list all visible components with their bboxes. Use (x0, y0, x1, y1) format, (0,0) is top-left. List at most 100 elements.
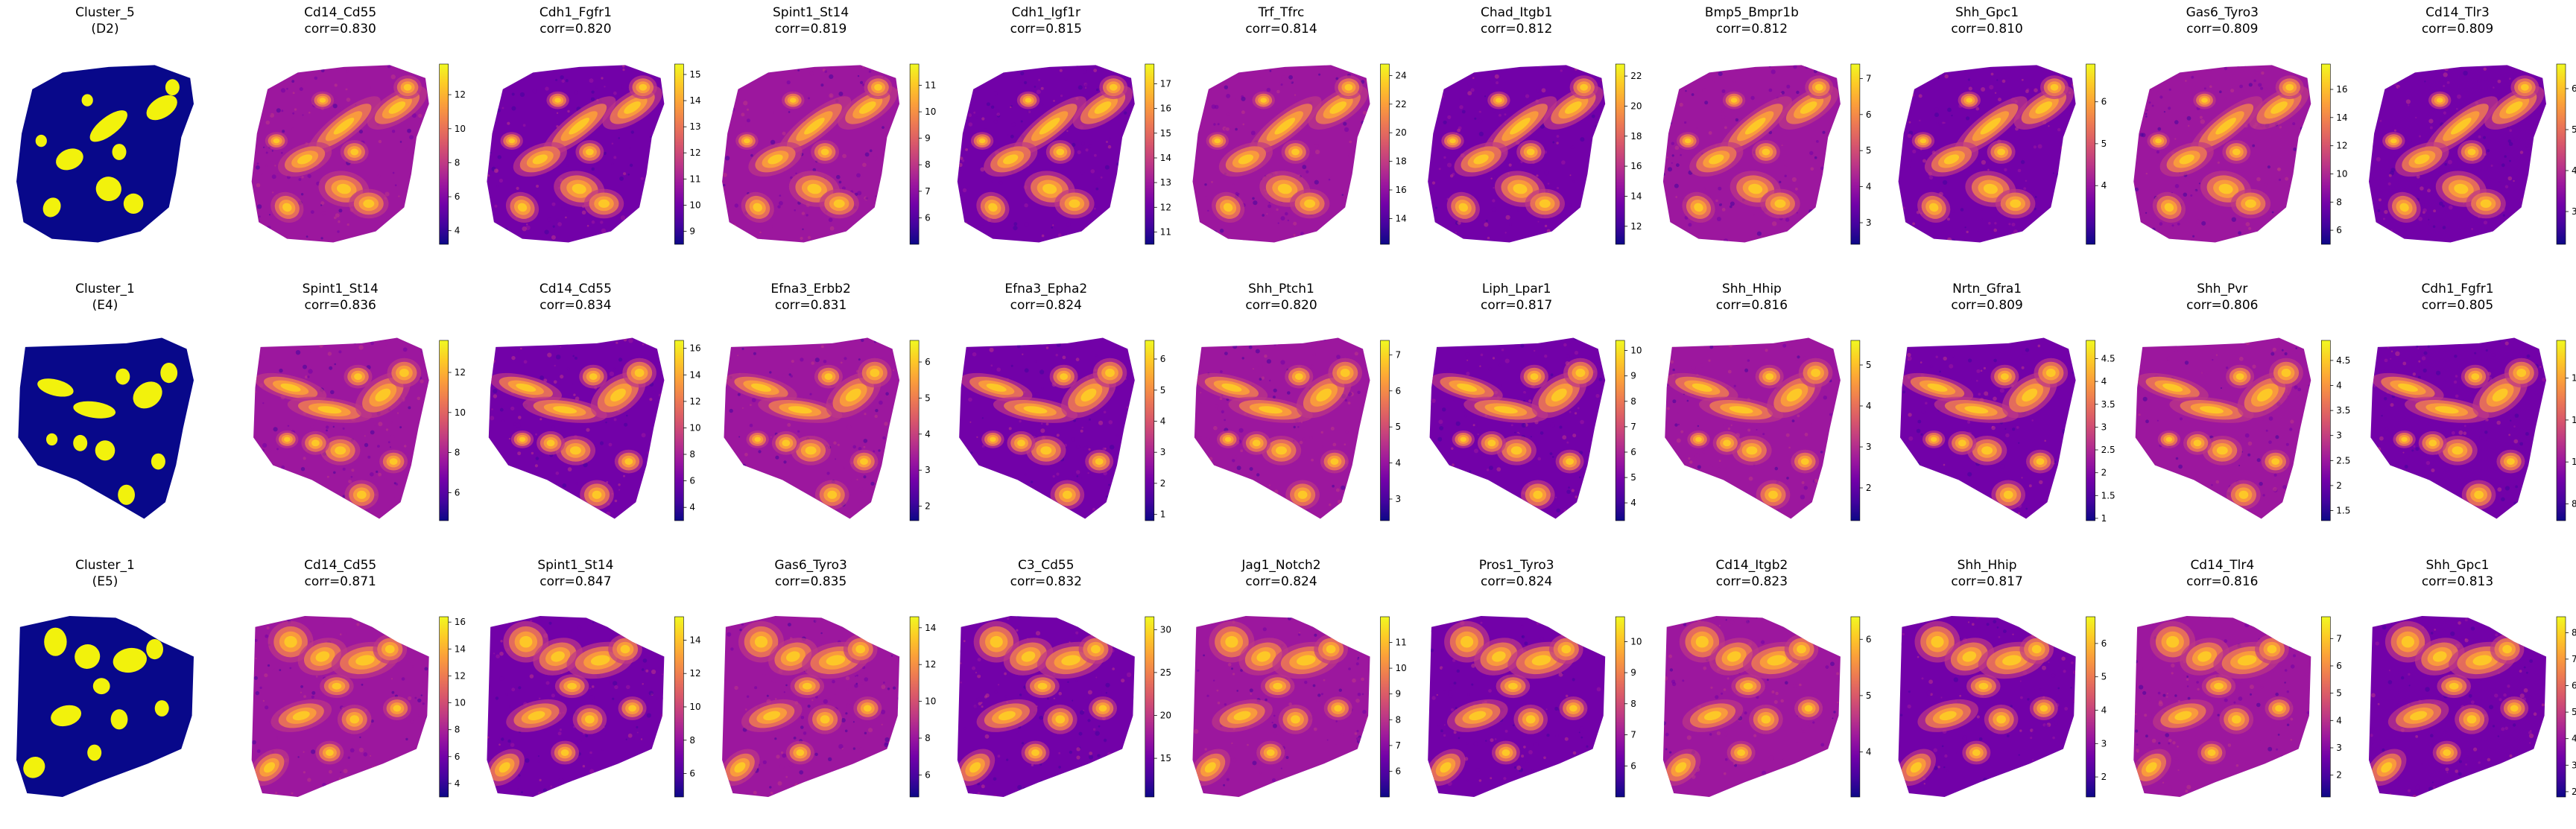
expression-hotspot (273, 138, 280, 144)
colorbar-tick-label: 2 (2336, 480, 2342, 491)
speckle (2038, 501, 2043, 506)
speckle (1782, 343, 1787, 348)
speckle (1024, 203, 1028, 208)
speckle (2273, 473, 2277, 477)
speckle (2168, 107, 2171, 110)
speckle (1952, 355, 1955, 358)
colorbar-tick-label: 4 (2572, 165, 2576, 176)
panel-title: Gas6_Tyro3 (2186, 5, 2259, 20)
expression-hotspot (1274, 118, 1296, 135)
speckle (556, 218, 559, 221)
speckle (274, 165, 276, 167)
speckle (1596, 370, 1601, 375)
speckle (2209, 85, 2212, 89)
speckle (277, 737, 280, 740)
speckle (358, 747, 364, 753)
speckle (1960, 208, 1964, 212)
speckle (857, 74, 860, 77)
speckle (2404, 138, 2407, 140)
panel-subtitle: corr=0.830 (305, 22, 376, 36)
expression-hotspot (1723, 439, 1732, 447)
expression-hotspot (1224, 436, 1232, 442)
speckle (850, 479, 852, 482)
speckle (1256, 473, 1260, 477)
speckle (852, 747, 856, 750)
expression-hotspot (1958, 439, 1966, 447)
speckle (1517, 209, 1519, 212)
speckle (2379, 120, 2382, 122)
colorbar-tick-label: 15 (1160, 128, 1171, 139)
speckle (1076, 470, 1080, 474)
colorbar-gradient (1615, 63, 1625, 245)
speckle (1486, 469, 1490, 471)
speckle (788, 763, 794, 768)
speckle (1508, 163, 1512, 167)
speckle (253, 676, 258, 680)
speckle (1258, 364, 1263, 369)
speckle (1095, 354, 1098, 357)
speckle (363, 752, 368, 757)
speckle (791, 360, 794, 363)
expression-hotspot (1291, 148, 1300, 156)
colorbar-tick-label: 14 (2572, 373, 2576, 384)
speckle (1249, 467, 1253, 471)
speckle (2183, 112, 2188, 116)
speckle (1744, 368, 1749, 372)
colorbar-tick-label: 6 (689, 476, 695, 486)
expression-hotspot (585, 715, 595, 724)
speckle (779, 200, 783, 206)
expression-hotspot (1458, 203, 1469, 212)
speckle (586, 224, 589, 227)
speckle (589, 223, 594, 228)
colorbar-tick-label: 4 (1396, 458, 1402, 469)
speckle (2299, 414, 2304, 419)
expression-hotspot (790, 98, 797, 103)
colorbar: 11.522.533.544.5 (2086, 340, 2115, 524)
expression-hotspot (754, 436, 761, 442)
colorbar-tick-label: 4 (1866, 182, 1872, 192)
panel-title: Cluster_1 (75, 558, 135, 573)
speckle (2156, 150, 2159, 154)
tissue-signal (957, 65, 1135, 243)
speckle (750, 404, 752, 407)
speckle (1489, 78, 1492, 81)
speckle (1041, 104, 1044, 106)
speckle (1717, 200, 1721, 205)
speckle (2292, 122, 2296, 126)
speckle (1451, 447, 1454, 450)
speckle (2247, 453, 2251, 457)
speckle (629, 163, 633, 168)
panel-title: Cdh1_Fgfr1 (539, 5, 612, 20)
speckle (2394, 156, 2398, 159)
speckle (1965, 427, 1969, 431)
speckle (303, 751, 305, 753)
speckle (1200, 392, 1202, 394)
speckle (1765, 349, 1768, 352)
speckle (2483, 220, 2488, 225)
expression-hotspot (1748, 183, 1763, 194)
colorbar-tick-label: 3.5 (2336, 405, 2350, 416)
expression-hotspot (1294, 373, 1303, 381)
speckle (384, 478, 387, 480)
speckle (408, 696, 412, 701)
speckle (852, 445, 856, 449)
expression-hotspot (336, 183, 352, 194)
speckle (1094, 153, 1097, 157)
speckle (650, 136, 652, 139)
colorbar-gradient (2086, 340, 2095, 521)
speckle (262, 356, 265, 359)
speckle (1572, 180, 1576, 183)
colorbar-tick-label: 8 (1630, 396, 1636, 407)
expression-hotspot (2452, 446, 2463, 455)
expression-hotspot (1277, 183, 1292, 194)
speckle (1464, 410, 1466, 413)
speckle (266, 626, 270, 629)
speckle (1088, 448, 1091, 451)
colorbar-tick-label: 7 (1866, 73, 1872, 83)
speckle (1575, 412, 1577, 415)
speckle (1552, 456, 1554, 458)
speckle (378, 472, 382, 477)
speckle (516, 422, 521, 428)
speckle (1297, 426, 1300, 428)
speckle (1447, 162, 1452, 168)
